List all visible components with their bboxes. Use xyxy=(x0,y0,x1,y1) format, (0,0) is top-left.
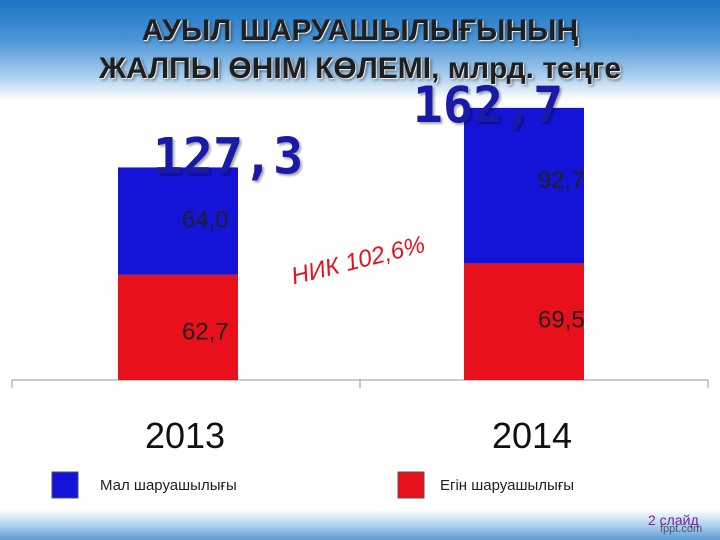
category-label-2014: 2014 xyxy=(492,415,572,456)
slide-number: 2 слайд xyxy=(648,512,699,528)
bar-segment-2013-livestock xyxy=(118,167,238,275)
chart-title-line1: АУЫЛ ШАРУАШЫЛЫҒЫНЫҢ xyxy=(141,14,579,47)
segment-label-2014-0: 69,5 xyxy=(538,306,585,333)
chart-title-line2: ЖАЛПЫ ӨНІМ КӨЛЕМІ, млрд. теңге xyxy=(98,52,622,85)
bar-segment-2014-crop xyxy=(464,263,584,380)
legend-label-1: Егін шаруашылығы xyxy=(440,477,574,494)
total-label-2013: 127,3 xyxy=(153,127,304,185)
footer-band xyxy=(0,510,720,540)
bar-segment-2013-crop xyxy=(118,274,238,380)
bar-segment-2014-livestock xyxy=(464,107,584,264)
legend-label-0: Мал шаруашылығы xyxy=(100,477,237,494)
segment-label-2013-0: 62,7 xyxy=(182,318,229,345)
legend-swatch-0 xyxy=(51,471,79,499)
total-label-2014: 162,7 xyxy=(413,76,564,134)
header-band xyxy=(0,0,720,100)
segment-label-2014-1: 92,7 xyxy=(538,167,585,194)
growth-annotation: НИК 102,6% xyxy=(289,231,428,290)
segment-label-2013-1: 64,0 xyxy=(182,206,229,233)
category-label-2013: 2013 xyxy=(145,415,225,456)
legend-swatch-1 xyxy=(397,471,425,499)
watermark: fppt.com xyxy=(660,523,703,535)
